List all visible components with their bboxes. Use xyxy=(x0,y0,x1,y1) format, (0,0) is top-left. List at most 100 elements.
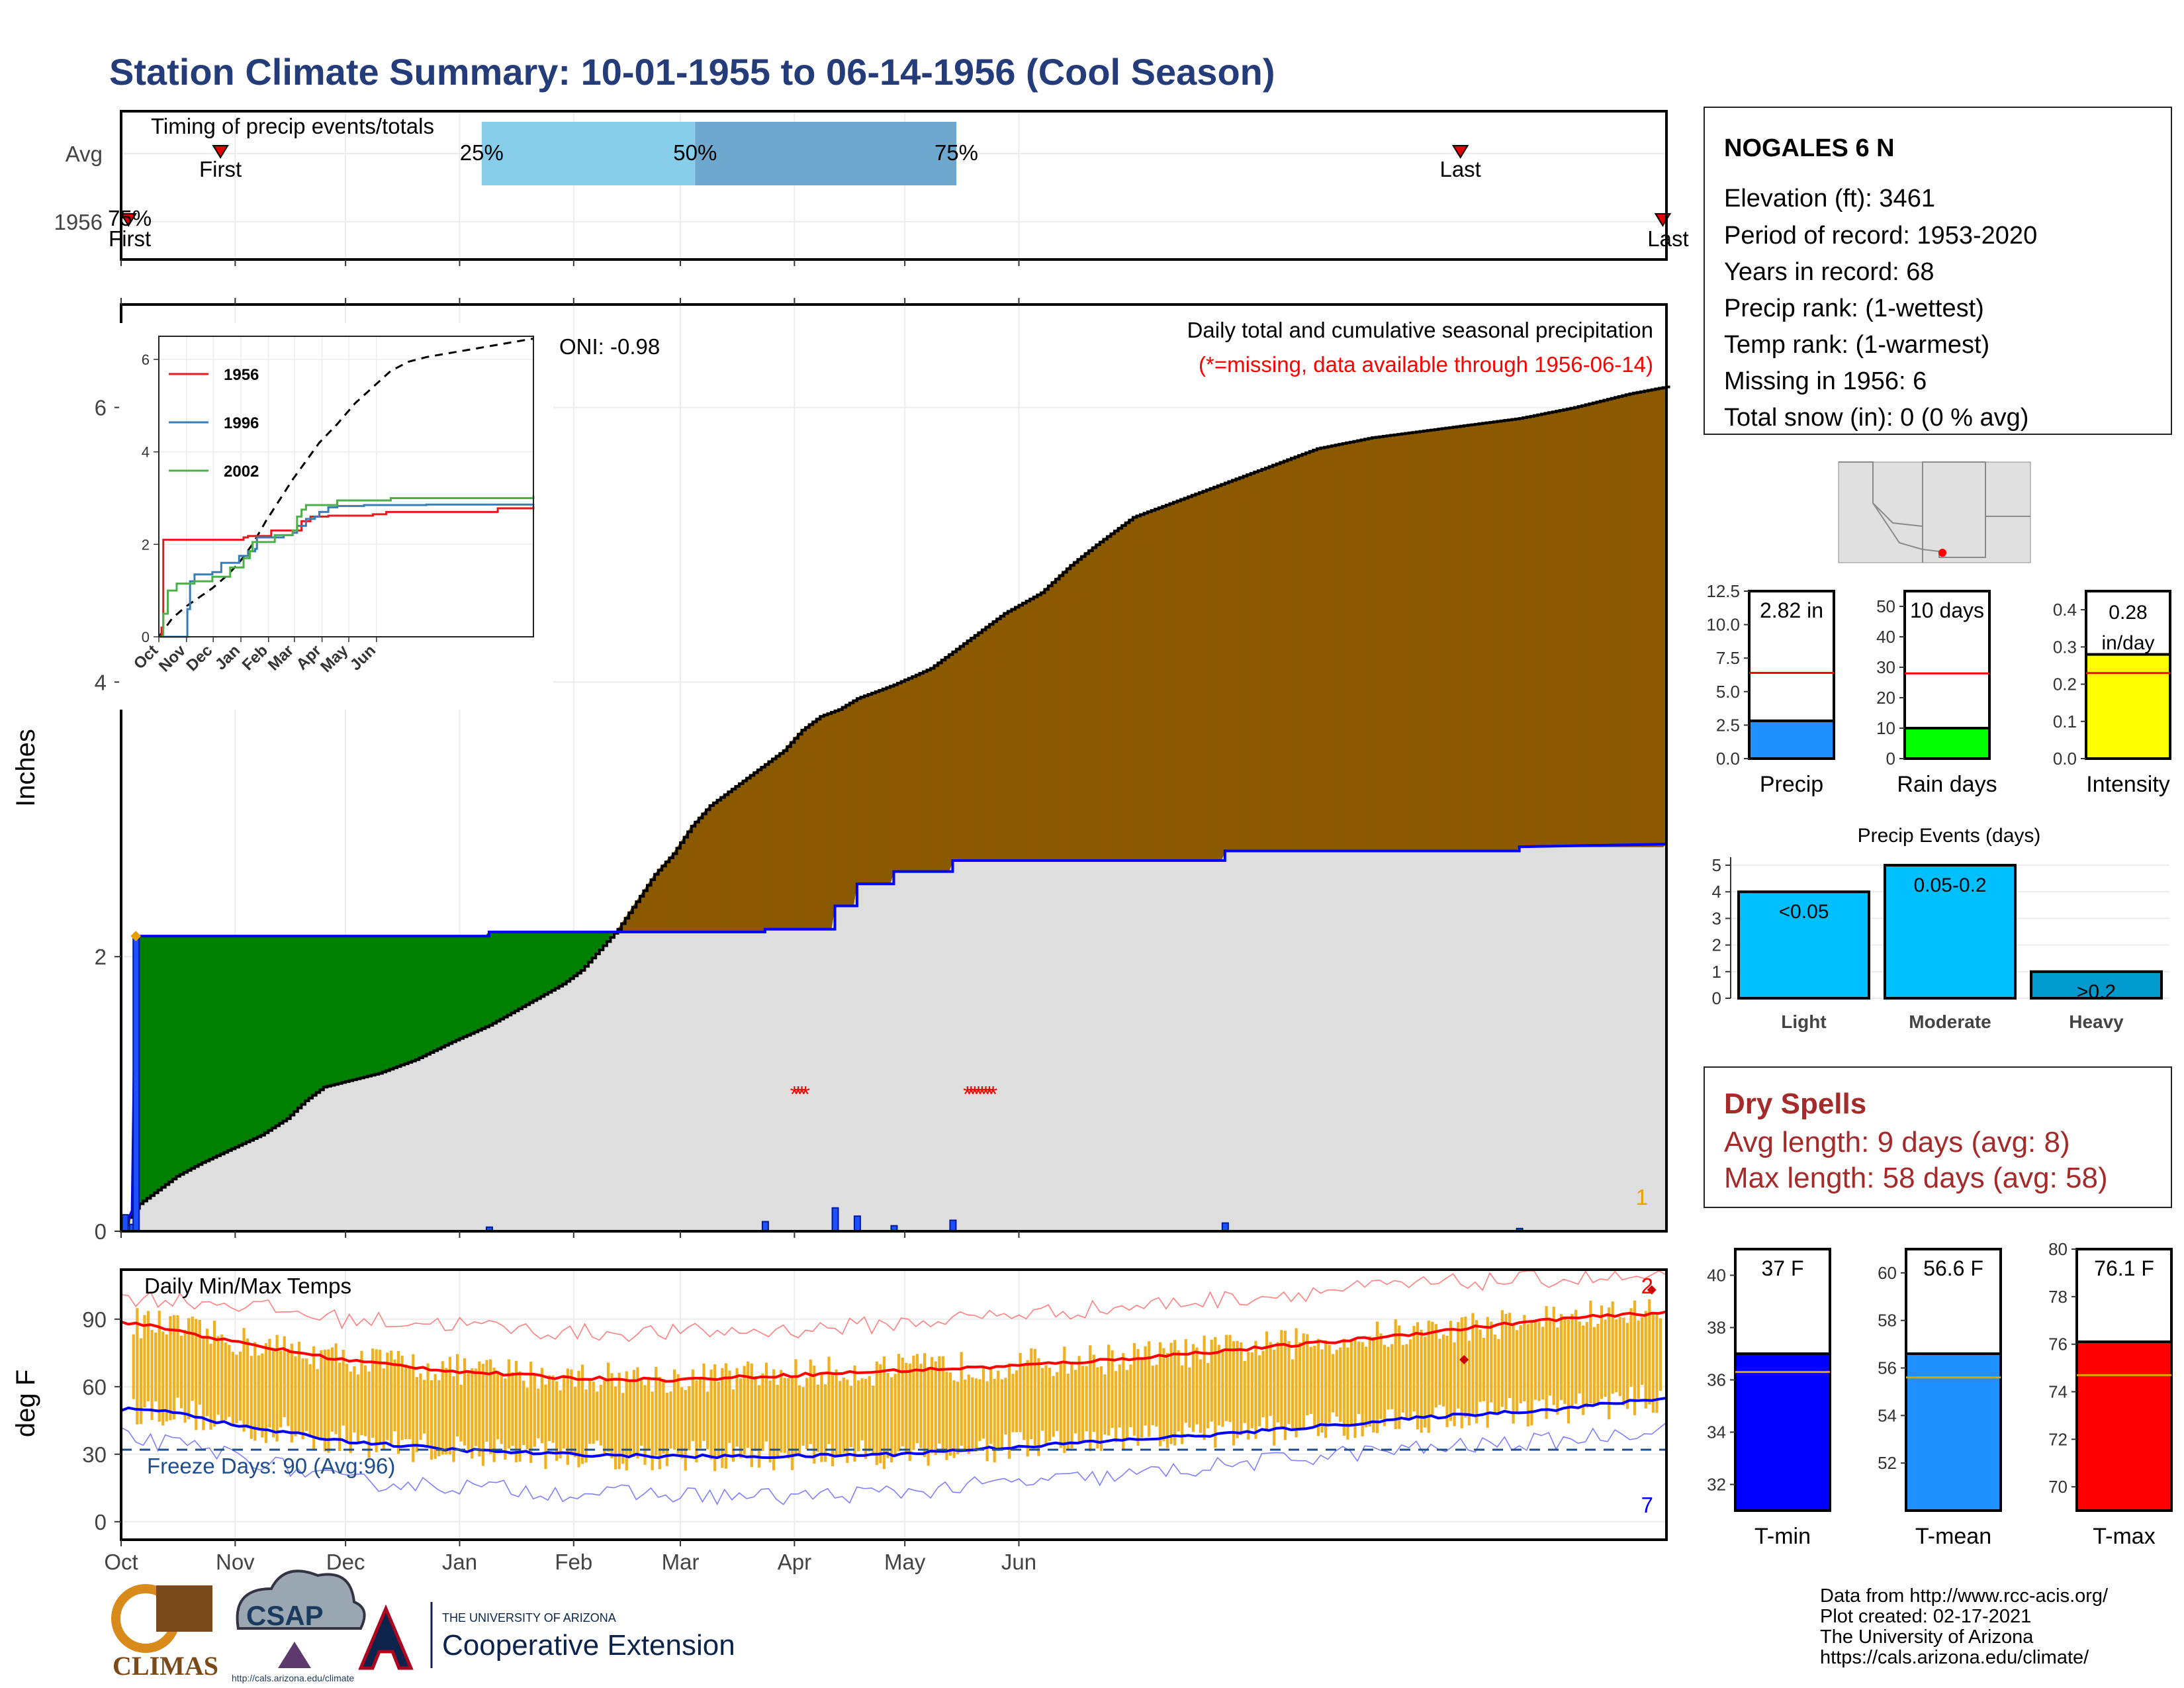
daily-precip-bar-2 xyxy=(132,935,140,1233)
temp-bar-333 xyxy=(1346,1347,1349,1440)
temp-bar-25 xyxy=(212,1321,216,1427)
temp-bar-114 xyxy=(540,1368,543,1444)
temp-bar-404 xyxy=(1608,1307,1611,1420)
temp-bar-236 xyxy=(989,1368,993,1444)
precip-gauge-tick-label-0-5.0: 5.0 xyxy=(1716,682,1740,702)
temp-bar-65 xyxy=(360,1350,363,1436)
temp-bar-382 xyxy=(1526,1324,1529,1427)
missing-day-marker-1: * xyxy=(794,1082,802,1107)
temp-bar-399 xyxy=(1589,1300,1592,1404)
temp-bar-220 xyxy=(931,1357,934,1454)
inset-ytick-label-6: 6 xyxy=(142,352,150,368)
temp-top-count: 2 xyxy=(1641,1274,1653,1298)
quartile-bar-1 xyxy=(481,122,696,185)
temp-bar-139 xyxy=(632,1370,635,1458)
temp-bar-379 xyxy=(1516,1330,1519,1413)
temp-bar-198 xyxy=(849,1385,852,1448)
temp-bar-92 xyxy=(459,1384,463,1442)
temp-bar-77 xyxy=(404,1364,408,1440)
temp-bar-243 xyxy=(1015,1370,1019,1432)
temp-bar-7 xyxy=(146,1311,150,1401)
temp-gauge-tick-label-0-40: 40 xyxy=(1707,1266,1726,1286)
daily-precip-bar-4 xyxy=(761,1221,769,1232)
temp-bar-331 xyxy=(1339,1347,1342,1422)
temp-bar-396 xyxy=(1578,1321,1581,1394)
temp-bar-381 xyxy=(1523,1315,1526,1401)
temp-bar-81 xyxy=(419,1373,422,1440)
temp-bar-98 xyxy=(481,1364,485,1466)
temp-bar-13 xyxy=(169,1316,172,1421)
temp-bar-395 xyxy=(1574,1309,1578,1404)
temp-bar-78 xyxy=(408,1366,411,1440)
inset-frame xyxy=(158,336,534,637)
temp-bar-127 xyxy=(588,1380,592,1444)
temp-bar-202 xyxy=(864,1379,868,1459)
precip-ytick-label-6: 6 xyxy=(95,396,107,420)
precip-gauge-tick-label-2-0.4: 0.4 xyxy=(2053,600,2077,620)
precip-gauge-tick-label-0-2.5: 2.5 xyxy=(1716,715,1740,735)
temp-gauge-tick-label-0-38: 38 xyxy=(1707,1318,1726,1338)
temp-bar-272 xyxy=(1122,1353,1125,1449)
temp-bar-193 xyxy=(831,1372,835,1466)
dry-spells-title: Dry Spells xyxy=(1724,1088,1866,1120)
temp-bar-175 xyxy=(764,1362,768,1442)
precip-gauge-tick-label-1-0: 0 xyxy=(1886,749,1895,769)
credit-plot-created: Plot created: 02-17-2021 xyxy=(1820,1606,2031,1627)
y1956-pct-label: 75% xyxy=(108,206,152,230)
temp-bar-299 xyxy=(1221,1348,1224,1427)
quartile-label-75: 75% xyxy=(934,140,978,165)
temp-bar-207 xyxy=(882,1356,886,1470)
temp-bar-247 xyxy=(1030,1348,1033,1440)
station-precip-rank: Precip rank: (1-wettest) xyxy=(1724,295,1984,322)
temp-bar-255 xyxy=(1059,1364,1062,1448)
temp-bar-124 xyxy=(577,1370,580,1468)
csap-url: http://cals.arizona.edu/climate xyxy=(232,1673,354,1683)
season-cumulative-line xyxy=(120,843,1667,1233)
temp-bar-85 xyxy=(433,1374,437,1459)
temp-bar-356 xyxy=(1431,1321,1434,1415)
month-label-apr: Apr xyxy=(778,1550,811,1574)
station-missing: Missing in 1956: 6 xyxy=(1724,367,1927,395)
temp-gauge-label-2: T-max xyxy=(2093,1524,2155,1549)
temp-bar-373 xyxy=(1493,1335,1496,1413)
dry-spells-max: Max length: 58 days (avg: 58) xyxy=(1724,1162,2108,1194)
temp-ytick-label-30: 30 xyxy=(82,1442,107,1467)
temp-bar-318 xyxy=(1291,1359,1295,1430)
inset-ytick-label-0: 0 xyxy=(142,629,150,645)
daily-precip-bar-8 xyxy=(949,1219,957,1232)
temp-bar-61 xyxy=(345,1364,349,1444)
temp-bar-416 xyxy=(1651,1314,1655,1413)
temp-bar-350 xyxy=(1408,1339,1412,1420)
temp-bar-205 xyxy=(875,1361,878,1466)
temp-gauge-tick-label-2-70: 70 xyxy=(2048,1477,2068,1497)
temp-bar-298 xyxy=(1217,1344,1220,1426)
temp-bar-372 xyxy=(1490,1321,1493,1403)
precip-ytick-label-4: 4 xyxy=(95,670,107,694)
precip-gauge-bar-0 xyxy=(1748,719,1835,761)
temp-bar-150 xyxy=(672,1369,676,1450)
temp-bar-366 xyxy=(1467,1340,1471,1426)
temp-bar-64 xyxy=(356,1374,360,1444)
temp-bar-190 xyxy=(820,1374,823,1462)
temp-bar-271 xyxy=(1118,1364,1121,1428)
temp-bar-256 xyxy=(1063,1346,1066,1454)
temp-bar-103 xyxy=(500,1373,503,1444)
temp-bar-16 xyxy=(179,1335,183,1409)
precip-gauge-2: 0.0 0.1 0.2 0.3 0.4 0.28 in/day Intensity xyxy=(2053,590,2171,797)
events-ytick-label-1: 1 xyxy=(1712,962,1721,982)
temp-gauge-tick-label-1-60: 60 xyxy=(1878,1263,1897,1283)
temp-bar-250 xyxy=(1040,1368,1044,1431)
events-bar-moderate xyxy=(1884,864,2017,1000)
inset-ytick-label-2: 2 xyxy=(142,536,150,553)
temp-bar-302 xyxy=(1232,1341,1236,1446)
temp-bar-304 xyxy=(1240,1342,1243,1436)
temp-bar-189 xyxy=(816,1384,819,1452)
temp-bar-46 xyxy=(290,1343,293,1443)
events-bar-label-light: <0.05 xyxy=(1779,901,1829,923)
temp-bar-23 xyxy=(205,1329,209,1417)
temp-bar-403 xyxy=(1604,1319,1607,1397)
inset-line-1996 xyxy=(159,503,535,638)
inset-average-line xyxy=(158,338,534,637)
temp-bar-165 xyxy=(728,1370,731,1443)
record-marker-0 xyxy=(1459,1355,1469,1364)
